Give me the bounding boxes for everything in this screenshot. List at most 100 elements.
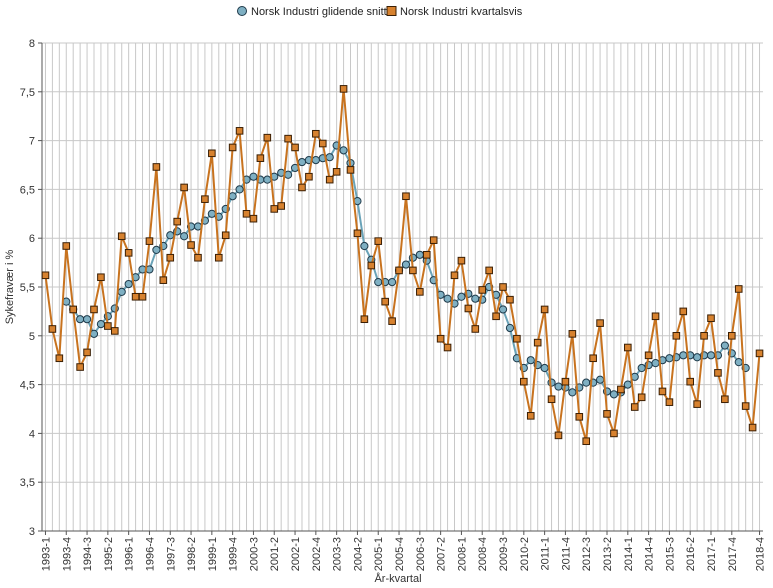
x-tick-label: 2004-2	[352, 537, 364, 571]
data-point	[263, 175, 272, 184]
data-point	[464, 304, 473, 313]
data-point	[568, 388, 577, 397]
x-tick-label: 2003-3	[332, 537, 344, 571]
data-point	[353, 229, 362, 238]
data-point	[104, 322, 112, 330]
data-point	[311, 156, 320, 165]
data-point	[720, 341, 729, 350]
x-tick-label: 1995-2	[103, 537, 115, 571]
legend-label-moving-average: Norsk Industri glidende snitt	[251, 6, 387, 18]
data-point	[547, 395, 556, 404]
data-point	[609, 390, 619, 399]
x-tick-label: 1996-4	[144, 537, 156, 571]
data-point	[513, 334, 521, 343]
data-point	[651, 312, 660, 321]
data-point	[62, 242, 71, 250]
data-point	[672, 332, 681, 340]
data-point	[520, 377, 528, 386]
x-tick-label: 1993-1	[40, 537, 52, 571]
data-point	[166, 231, 175, 240]
y-tick-label: 6	[29, 233, 35, 245]
data-point	[207, 209, 216, 218]
data-point	[679, 307, 688, 316]
data-point	[595, 375, 605, 384]
y-tick-label: 3	[29, 526, 35, 538]
x-tick-label: 2011-4	[560, 537, 572, 570]
data-point	[416, 288, 424, 296]
data-point	[402, 192, 410, 201]
data-point	[706, 351, 716, 360]
y-tick-label: 7	[29, 136, 35, 148]
data-point	[603, 410, 611, 418]
data-point	[131, 292, 140, 301]
data-point	[305, 172, 313, 181]
x-tick-label: 1998-2	[186, 537, 198, 571]
data-point	[388, 317, 396, 325]
data-point	[117, 287, 126, 296]
data-point	[637, 393, 646, 402]
data-point	[374, 237, 383, 245]
x-tick-label: 2008-1	[456, 537, 468, 571]
data-point	[623, 380, 632, 389]
data-point	[471, 325, 480, 333]
data-point	[457, 292, 466, 301]
data-point	[249, 214, 258, 223]
data-point	[540, 305, 549, 314]
data-point	[367, 261, 376, 270]
data-point	[637, 363, 646, 373]
x-tick-label: 1993-4	[61, 537, 73, 571]
x-axis-title: År-kvartal	[374, 572, 421, 585]
data-point	[298, 183, 306, 192]
data-point	[284, 134, 292, 143]
data-point	[693, 400, 701, 408]
y-tick-label: 4,5	[20, 380, 35, 392]
data-point	[533, 338, 542, 347]
y-tick-label: 3,5	[20, 477, 35, 489]
data-point	[658, 387, 667, 396]
x-tick-label: 2014-1	[623, 537, 635, 571]
data-point	[270, 205, 279, 213]
data-point	[318, 139, 327, 148]
data-point	[526, 412, 535, 420]
data-point	[721, 395, 729, 404]
series-1	[41, 85, 764, 446]
data-point	[582, 437, 591, 446]
x-tick-label: 2011-1	[540, 537, 552, 570]
data-point	[242, 210, 251, 218]
data-point	[90, 305, 98, 314]
x-tick-label: 2002-1	[290, 537, 302, 571]
x-tick-label: 2014-4	[644, 537, 656, 571]
x-tick-label: 2007-2	[436, 537, 448, 571]
data-point	[332, 168, 341, 176]
x-tick-label: 1996-1	[124, 537, 136, 571]
data-point	[201, 195, 209, 203]
data-point	[325, 175, 334, 184]
x-tick-label: 2005-4	[394, 537, 406, 571]
x-tick-label: 2000-3	[248, 537, 260, 571]
data-point	[360, 241, 369, 251]
x-tick-label: 2008-4	[477, 537, 489, 571]
data-point	[506, 295, 514, 304]
x-tick-label: 2005-1	[373, 537, 385, 571]
x-tick-label: 2017-1	[706, 537, 718, 571]
x-tick-label: 1999-4	[228, 537, 240, 571]
data-point	[748, 423, 757, 432]
data-point	[117, 232, 126, 241]
data-point	[297, 157, 307, 167]
data-point	[554, 382, 563, 391]
data-point	[166, 253, 175, 262]
data-point	[755, 349, 764, 358]
x-tick-label: 1999-1	[207, 537, 219, 571]
data-point	[415, 250, 424, 259]
data-point	[291, 143, 299, 152]
data-point	[589, 354, 597, 363]
data-point	[498, 305, 508, 314]
data-point	[228, 192, 237, 201]
x-tick-label: 2018-4	[755, 537, 767, 571]
legend-label-quarterly: Norsk Industri kvartalsvis	[400, 6, 523, 18]
data-point	[478, 286, 487, 294]
y-tick-label: 5,5	[20, 282, 35, 294]
data-point	[180, 183, 188, 192]
data-point	[263, 133, 272, 142]
